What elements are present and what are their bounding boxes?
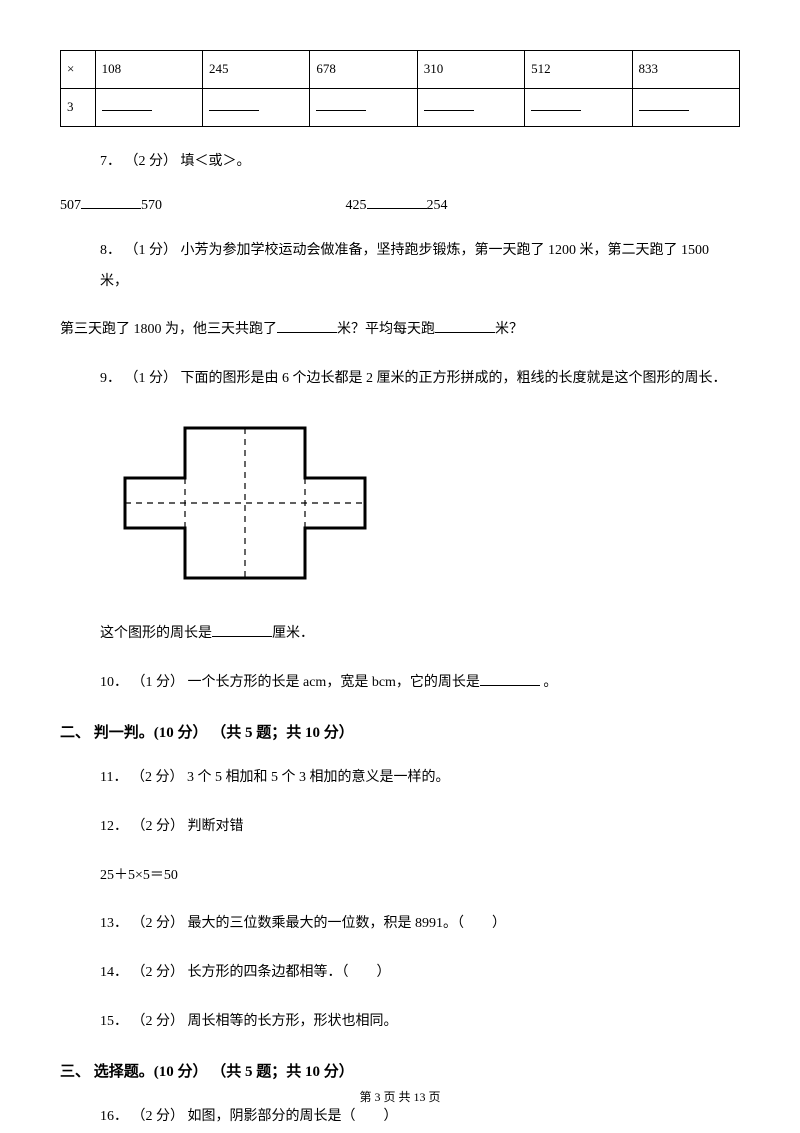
q11-text: 3 个 5 相加和 5 个 3 相加的意义是一样的。 xyxy=(187,770,450,785)
q11-points: （2 分） xyxy=(131,770,184,785)
q8-text-b-suffix: 米？ xyxy=(495,322,523,337)
q15-text: 周长相等的长方形，形状也相同。 xyxy=(188,1014,398,1029)
question-15: 15． （2 分） 周长相等的长方形，形状也相同。 xyxy=(100,1007,740,1038)
table-answer-2 xyxy=(310,88,417,126)
question-12: 12． （2 分） 判断对错 xyxy=(100,812,740,843)
table-col-2: 678 xyxy=(310,51,417,89)
question-8: 8． （1 分） 小芳为参加学校运动会做准备，坚持跑步锻炼，第一天跑了 1200… xyxy=(100,236,740,298)
q7-compare-a: 507 570 xyxy=(60,195,162,217)
q7-compare-b: 425 254 xyxy=(346,195,448,217)
q16-points: （2 分） xyxy=(132,1109,185,1124)
section-3-heading: 三、 选择题。(10 分） （共 5 题；共 10 分） xyxy=(60,1060,740,1084)
question-14: 14． （2 分） 长方形的四条边都相等．（ ） xyxy=(100,958,740,989)
q8-text-b-mid: 米？平均每天跑 xyxy=(337,322,435,337)
q9-figure xyxy=(100,413,740,601)
table-header-symbol: × xyxy=(61,51,96,89)
q10-number: 10． xyxy=(100,675,128,690)
question-8-line2: 第三天跑了 1800 为，他三天共跑了 米？平均每天跑 米？ xyxy=(60,315,740,346)
table-answer-row: 3 xyxy=(61,88,740,126)
q13-text: 最大的三位数乘最大的一位数，积是 8991。（ ） xyxy=(188,916,507,931)
q9-answer-prefix: 这个图形的周长是 xyxy=(100,626,212,641)
q12-points: （2 分） xyxy=(132,819,185,834)
q7-blank-a xyxy=(81,195,141,209)
q7-number: 7． xyxy=(100,154,121,169)
q8-blank-1 xyxy=(277,319,337,333)
q13-points: （2 分） xyxy=(132,916,185,931)
question-13: 13． （2 分） 最大的三位数乘最大的一位数，积是 8991。（ ） xyxy=(100,909,740,940)
q7-compare-b-left: 425 xyxy=(346,198,367,213)
q8-points: （1 分） xyxy=(125,243,178,258)
table-col-5: 833 xyxy=(632,51,739,89)
table-answer-0 xyxy=(95,88,202,126)
q9-answer-suffix: 厘米． xyxy=(272,626,314,641)
question-10: 10． （1 分） 一个长方形的长是 acm，宽是 bcm，它的周长是 。 xyxy=(100,668,740,699)
question-7: 7． （2 分） 填＜或＞。 xyxy=(100,147,740,178)
q8-number: 8． xyxy=(100,243,121,258)
q12-number: 12． xyxy=(100,819,128,834)
question-9-answer: 这个图形的周长是 厘米． xyxy=(100,619,740,650)
q7-compare-b-right: 254 xyxy=(427,198,448,213)
table-answer-4 xyxy=(525,88,632,126)
q14-text: 长方形的四条边都相等．（ ） xyxy=(188,965,391,980)
q10-text-prefix: 一个长方形的长是 acm，宽是 bcm，它的周长是 xyxy=(188,675,480,690)
cross-shape-diagram xyxy=(100,413,370,593)
q8-blank-2 xyxy=(435,319,495,333)
page-footer: 第 3 页 共 13 页 xyxy=(0,1088,800,1107)
q10-text-suffix: 。 xyxy=(540,675,558,690)
multiplication-table: × 108 245 678 310 512 833 3 xyxy=(60,50,740,127)
q7-text: 填＜或＞。 xyxy=(181,154,251,169)
q10-blank xyxy=(480,672,540,686)
q15-number: 15． xyxy=(100,1014,128,1029)
q7-compare-row: 507 570 425 254 xyxy=(60,195,740,217)
q7-compare-a-right: 570 xyxy=(141,198,162,213)
q13-number: 13． xyxy=(100,916,128,931)
table-row-label: 3 xyxy=(61,88,96,126)
q8-text-a: 小芳为参加学校运动会做准备，坚持跑步锻炼，第一天跑了 1200 米，第二天跑了 … xyxy=(100,243,709,289)
q9-text: 下面的图形是由 6 个边长都是 2 厘米的正方形拼成的，粗线的长度就是这个图形的… xyxy=(181,371,727,386)
q9-number: 9． xyxy=(100,371,121,386)
q9-points: （1 分） xyxy=(125,371,178,386)
table-answer-3 xyxy=(417,88,524,126)
q12-text: 判断对错 xyxy=(188,819,244,834)
q7-blank-b xyxy=(367,195,427,209)
q14-number: 14． xyxy=(100,965,128,980)
table-answer-5 xyxy=(632,88,739,126)
q11-number: 11． xyxy=(100,770,127,785)
q16-text: 如图，阴影部分的周长是（ ） xyxy=(188,1109,398,1124)
q7-compare-a-left: 507 xyxy=(60,198,81,213)
question-12-expr: 25＋5×5＝50 xyxy=(100,861,740,892)
table-col-4: 512 xyxy=(525,51,632,89)
table-col-0: 108 xyxy=(95,51,202,89)
q8-text-b-prefix: 第三天跑了 1800 为，他三天共跑了 xyxy=(60,322,277,337)
q9-blank xyxy=(212,623,272,637)
table-col-3: 310 xyxy=(417,51,524,89)
q7-points: （2 分） xyxy=(125,154,178,169)
table-header-row: × 108 245 678 310 512 833 xyxy=(61,51,740,89)
q16-number: 16． xyxy=(100,1109,128,1124)
q10-points: （1 分） xyxy=(132,675,185,690)
table-answer-1 xyxy=(203,88,310,126)
q15-points: （2 分） xyxy=(132,1014,185,1029)
q12-expr: 25＋5×5＝50 xyxy=(100,868,178,883)
section-2-heading: 二、 判一判。(10 分） （共 5 题；共 10 分） xyxy=(60,721,740,745)
q14-points: （2 分） xyxy=(132,965,185,980)
question-9: 9． （1 分） 下面的图形是由 6 个边长都是 2 厘米的正方形拼成的，粗线的… xyxy=(100,364,740,395)
question-11: 11． （2 分） 3 个 5 相加和 5 个 3 相加的意义是一样的。 xyxy=(100,763,740,794)
table-col-1: 245 xyxy=(203,51,310,89)
